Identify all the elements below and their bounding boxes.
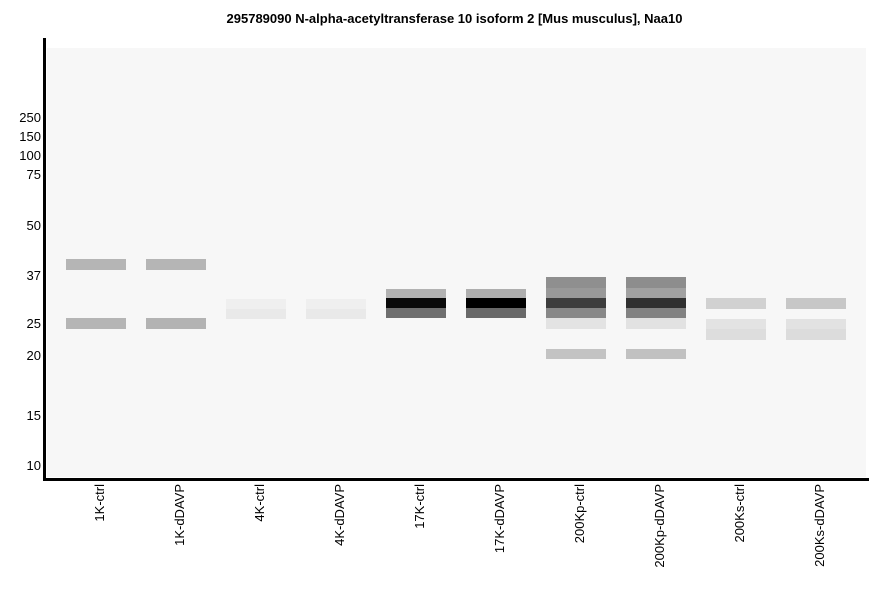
y-tick-label-250: 250 (19, 110, 41, 125)
gel-band (466, 308, 526, 318)
gel-band (546, 277, 606, 288)
y-tick-label-50: 50 (26, 218, 41, 233)
gel-band (626, 308, 686, 318)
y-tick-label-25: 25 (26, 316, 41, 331)
gel-band (386, 298, 446, 308)
gel-band (146, 259, 206, 270)
lane-label-200Ks-ctrl: 200Ks-ctrl (732, 484, 747, 543)
gel-band (546, 318, 606, 329)
gel-band (466, 298, 526, 308)
gel-band (706, 329, 766, 340)
gel-band (706, 319, 766, 329)
gel-band (546, 288, 606, 298)
y-tick-label-37: 37 (26, 268, 41, 283)
gel-band (786, 298, 846, 309)
gel-band (306, 309, 366, 319)
y-tick-label-150: 150 (19, 129, 41, 144)
y-tick-label-20: 20 (26, 348, 41, 363)
y-tick-label-75: 75 (26, 167, 41, 182)
gel-band (706, 298, 766, 309)
gel-band (626, 318, 686, 329)
gel-band (626, 288, 686, 298)
x-axis-line (43, 477, 869, 481)
gel-band (626, 277, 686, 288)
y-axis-line (43, 38, 46, 481)
gel-band (546, 349, 606, 359)
figure-title: 295789090 N-alpha-acetyltransferase 10 i… (226, 11, 683, 26)
y-tick-label-15: 15 (26, 408, 41, 423)
gel-band (546, 298, 606, 308)
lane-label-200Kp-ctrl: 200Kp-ctrl (572, 484, 587, 544)
gel-band (786, 319, 846, 329)
lane-label-1K-dDAVP: 1K-dDAVP (172, 484, 187, 546)
gel-band (66, 259, 126, 270)
gel-band (306, 299, 366, 309)
gel-band (626, 349, 686, 359)
gel-band (786, 329, 846, 340)
gel-band (546, 308, 606, 318)
lane-label-17K-ctrl: 17K-ctrl (412, 484, 427, 529)
lane-label-4K-ctrl: 4K-ctrl (252, 484, 267, 522)
lane-label-17K-dDAVP: 17K-dDAVP (492, 484, 507, 554)
y-tick-label-10: 10 (26, 458, 41, 473)
gel-band (226, 309, 286, 319)
lane-label-4K-dDAVP: 4K-dDAVP (332, 484, 347, 546)
lane-label-200Kp-dDAVP: 200Kp-dDAVP (652, 484, 667, 568)
gel-band (386, 308, 446, 318)
gel-band (66, 318, 126, 329)
gel-band (466, 289, 526, 298)
y-tick-label-100: 100 (19, 148, 41, 163)
lane-label-1K-ctrl: 1K-ctrl (92, 484, 107, 522)
gel-band (626, 298, 686, 308)
gel-band (146, 318, 206, 329)
gel-band (226, 299, 286, 309)
lane-label-200Ks-dDAVP: 200Ks-dDAVP (812, 484, 827, 567)
gel-band (386, 289, 446, 298)
